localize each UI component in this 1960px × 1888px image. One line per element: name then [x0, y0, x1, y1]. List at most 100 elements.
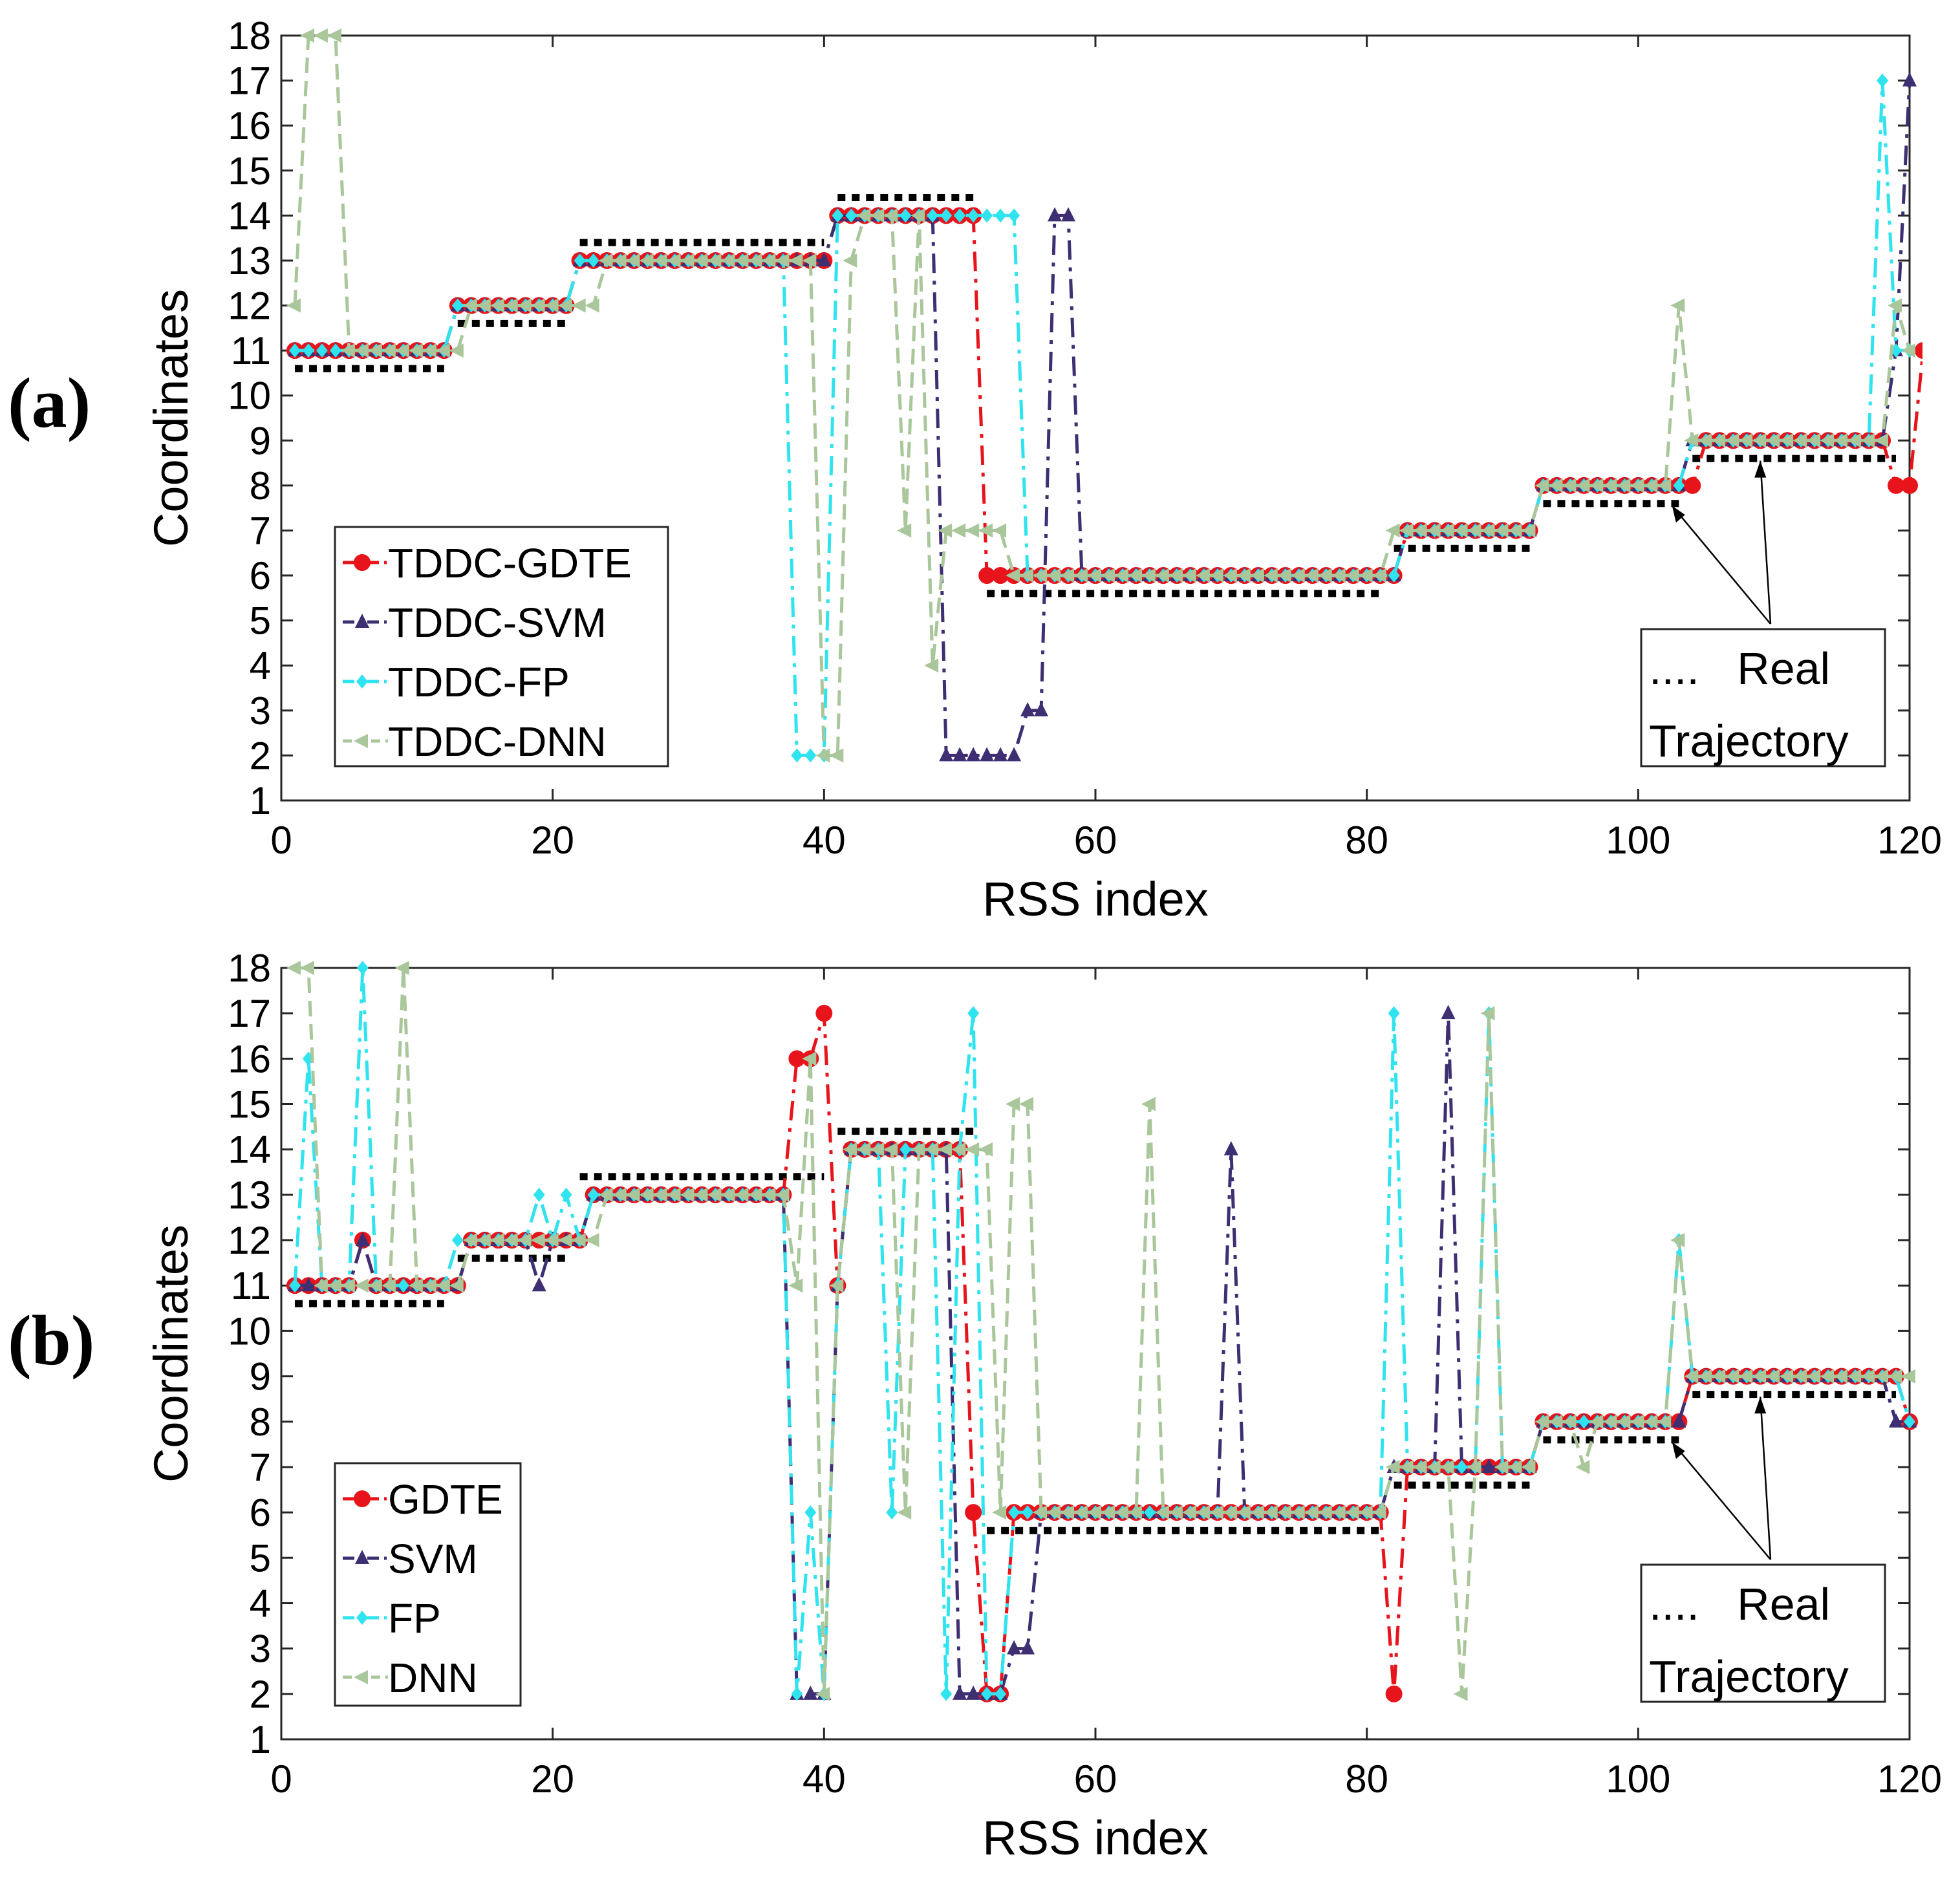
data-point: [788, 253, 803, 268]
data-point: [815, 1005, 833, 1022]
data-point: [286, 961, 301, 975]
data-point: [451, 1233, 464, 1248]
data-point: [734, 1187, 749, 1202]
data-point: [1100, 568, 1115, 583]
data-point: [939, 747, 954, 762]
legend-swatch-marker: [355, 614, 369, 628]
data-point: [1114, 568, 1128, 583]
y-tick-label: 5: [250, 1536, 271, 1580]
data-point: [1793, 433, 1807, 448]
data-point: [951, 1142, 966, 1157]
data-point: [978, 1142, 993, 1157]
data-point: [1847, 1369, 1862, 1384]
data-point: [476, 1233, 491, 1248]
data-point: [1426, 523, 1441, 538]
legend-entry: TDDC-GDTE: [388, 540, 632, 586]
data-point: [1441, 1005, 1456, 1020]
data-point: [1752, 1369, 1767, 1384]
data-point: [1249, 568, 1264, 583]
data-point: [1657, 1414, 1672, 1429]
data-point: [1019, 1097, 1034, 1111]
x-tick-label: 40: [802, 1757, 846, 1801]
data-point: [804, 748, 817, 763]
data-point: [1697, 1369, 1712, 1384]
data-point: [802, 253, 817, 268]
y-axis-label: Coordinates: [144, 1225, 198, 1483]
data-point: [530, 1233, 545, 1248]
data-point: [1209, 568, 1223, 583]
data-point: [817, 252, 832, 266]
data-point: [1020, 702, 1035, 716]
y-tick-label: 9: [250, 419, 271, 462]
data-point: [1317, 568, 1332, 583]
data-point: [587, 253, 599, 268]
y-tick-label: 16: [228, 104, 271, 147]
data-point: [981, 1686, 993, 1701]
data-point: [1033, 1505, 1048, 1520]
y-tick-label: 1: [250, 779, 271, 822]
legend-entry: FP: [388, 1595, 441, 1642]
data-point: [449, 343, 464, 358]
legend-entry: GDTE: [388, 1476, 503, 1523]
data-point: [1222, 1505, 1237, 1520]
data-point: [1833, 433, 1848, 448]
data-point: [1711, 1369, 1726, 1384]
data-point: [791, 748, 803, 763]
data-point: [1372, 568, 1386, 583]
data-point: [381, 343, 396, 358]
y-tick-label: 9: [250, 1355, 271, 1399]
y-tick-label: 6: [250, 554, 271, 597]
data-point: [1290, 1505, 1305, 1520]
data-point: [1141, 568, 1156, 583]
data-point: [394, 343, 409, 358]
data-point: [1385, 1459, 1400, 1474]
data-point: [1249, 1505, 1264, 1520]
data-point: [1073, 568, 1088, 583]
data-point: [639, 253, 654, 268]
data-point: [422, 1278, 436, 1293]
data-point: [1548, 478, 1563, 493]
data-point: [1901, 1369, 1915, 1384]
y-tick-label: 12: [228, 1219, 271, 1262]
arrowhead: [1754, 1397, 1767, 1414]
data-point: [612, 1187, 627, 1202]
data-point: [1073, 1505, 1088, 1520]
data-point: [1481, 1458, 1496, 1473]
y-tick-label: 3: [250, 1627, 271, 1671]
data-point: [1034, 702, 1049, 716]
data-point: [761, 1187, 776, 1202]
legend-entry: TDDC-DNN: [388, 718, 607, 765]
data-point: [288, 343, 301, 358]
data-point: [707, 1187, 722, 1202]
y-tick-label: 14: [228, 194, 271, 237]
data-point: [978, 523, 993, 538]
data-point: [924, 1142, 939, 1157]
data-point: [1019, 568, 1034, 583]
data-point: [557, 298, 572, 313]
data-point: [1874, 1369, 1889, 1384]
data-point: [803, 1685, 818, 1700]
y-tick-label: 16: [228, 1037, 271, 1080]
data-point: [1195, 1505, 1210, 1520]
data-point: [1521, 523, 1536, 538]
legend-box: [334, 526, 669, 767]
data-point: [965, 1504, 982, 1521]
data-point: [476, 298, 491, 313]
data-point: [788, 1278, 803, 1293]
data-point: [1672, 1413, 1686, 1428]
data-point: [1439, 523, 1454, 538]
data-point: [286, 298, 301, 313]
data-point: [1154, 1505, 1169, 1520]
data-point: [1616, 1414, 1631, 1429]
data-point: [666, 1187, 681, 1202]
series-line: [295, 79, 1910, 757]
data-point: [1494, 1459, 1509, 1474]
data-point: [381, 1278, 396, 1293]
data-point: [598, 253, 613, 268]
data-point: [1480, 523, 1495, 538]
data-point: [313, 28, 328, 43]
data-point: [1738, 433, 1753, 448]
series-dnn: [286, 961, 1915, 1701]
data-point: [1779, 1369, 1794, 1384]
